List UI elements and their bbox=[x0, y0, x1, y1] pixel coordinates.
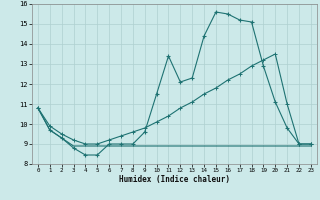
X-axis label: Humidex (Indice chaleur): Humidex (Indice chaleur) bbox=[119, 175, 230, 184]
